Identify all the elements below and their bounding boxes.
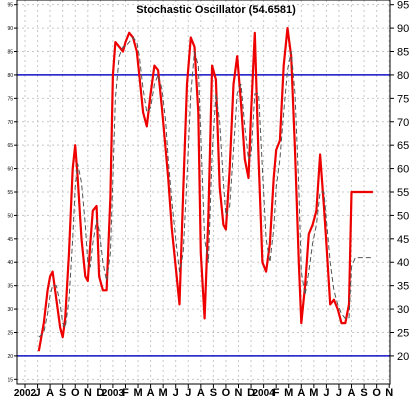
y-tick-label-left: 75 <box>7 96 13 102</box>
y-tick-label-left: 60 <box>7 167 13 173</box>
x-tick-label: N <box>84 387 92 399</box>
y-tick-label-left: 70 <box>7 120 13 126</box>
x-tick-label: N <box>385 387 393 399</box>
x-tick-label: D <box>96 387 104 399</box>
x-tick-label: 2003 <box>102 388 125 399</box>
y-axis-right: 20 25 30 35 40 45 50 55 60 65 70 75 80 85 90 95 <box>390 0 409 363</box>
y-tick-label-left: 30 <box>7 307 13 313</box>
y-tick-label-left: 65 <box>7 143 13 149</box>
y-tick-label-right: 50 <box>397 210 409 222</box>
y-axis-left: 15 20 25 30 35 40 45 50 55 60 65 70 75 80 85 90 95 <box>7 3 17 383</box>
x-tick-label: O <box>222 387 231 399</box>
y-tick-label-left: 35 <box>7 284 13 290</box>
x-tick-label: M <box>284 387 293 399</box>
x-tick-label: M <box>309 387 318 399</box>
x-tick-label: J <box>185 387 191 399</box>
series-line-oscillator <box>37 27 373 352</box>
y-tick-label-right: 65 <box>397 140 409 152</box>
y-tick-label-right: 95 <box>397 0 409 12</box>
y-tick-label-right: 75 <box>397 93 409 105</box>
y-tick-label-right: 35 <box>397 281 409 293</box>
y-tick-label-right: 45 <box>397 234 409 246</box>
y-tick-label-left: 45 <box>7 237 13 243</box>
x-tick-label: J <box>173 387 179 399</box>
y-tick-label-left: 25 <box>7 330 13 336</box>
y-tick-label-left: 15 <box>7 377 13 383</box>
x-tick-label: F <box>273 387 280 399</box>
y-tick-label-right: 55 <box>397 187 409 199</box>
x-tick-label: 2004 <box>252 388 275 399</box>
x-tick-label: A <box>348 387 356 399</box>
y-tick-label-left: 95 <box>7 3 13 9</box>
series-layer <box>37 27 373 352</box>
x-tick-label: S <box>360 387 367 399</box>
y-tick-label-right: 60 <box>397 164 409 176</box>
y-tick-label-right: 40 <box>397 257 409 269</box>
chart-title: Stochastic Oscillator (54.6581) <box>136 4 296 16</box>
reference-lines <box>17 74 390 357</box>
x-tick-label: O <box>372 387 381 399</box>
x-tick-label: A <box>297 387 305 399</box>
x-tick-label: S <box>210 387 217 399</box>
x-tick-label: A <box>46 387 54 399</box>
x-tick-label: M <box>133 387 142 399</box>
y-tick-label-right: 30 <box>397 304 409 316</box>
x-tick-label: S <box>59 387 66 399</box>
x-tick-label: J <box>336 387 342 399</box>
y-tick-label-left: 50 <box>7 213 13 219</box>
y-tick-label-right: 25 <box>397 327 409 339</box>
x-tick-label: A <box>147 387 155 399</box>
y-tick-label-right: 70 <box>397 117 409 129</box>
y-tick-label-left: 90 <box>7 26 13 32</box>
x-tick-label: J <box>34 387 40 399</box>
series-line-signal <box>38 37 373 338</box>
x-tick-label: A <box>197 387 205 399</box>
x-tick-label: O <box>71 387 80 399</box>
x-tick-label: D <box>247 387 255 399</box>
y-tick-label-right: 80 <box>397 70 409 82</box>
y-tick-label-left: 85 <box>7 50 13 56</box>
y-tick-label-left: 40 <box>7 260 13 266</box>
x-tick-label: J <box>323 387 329 399</box>
y-tick-label-right: 20 <box>397 351 409 363</box>
y-tick-label-right: 85 <box>397 47 409 59</box>
x-tick-label: 2002 <box>14 388 37 399</box>
y-tick-label-left: 20 <box>7 354 13 360</box>
x-tick-label: N <box>235 387 243 399</box>
y-tick-label-left: 80 <box>7 73 13 79</box>
y-tick-label-left: 55 <box>7 190 13 196</box>
x-tick-label: F <box>122 387 129 399</box>
x-tick-label: M <box>159 387 168 399</box>
y-tick-label-right: 90 <box>397 23 409 35</box>
